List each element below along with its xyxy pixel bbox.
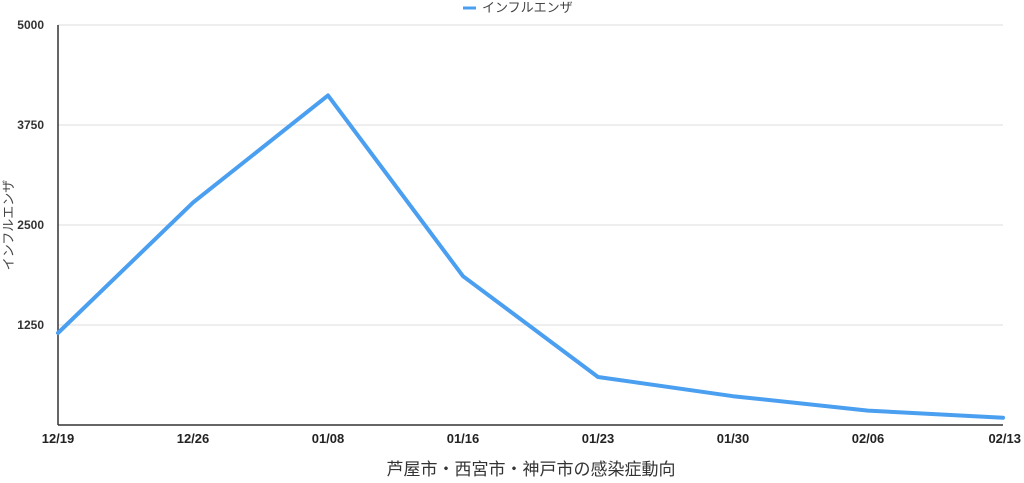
data-point[interactable] (191, 201, 195, 205)
x-tick-label: 01/16 (447, 431, 480, 446)
x-tick-label: 01/30 (717, 431, 750, 446)
x-axis-ticks: 12/19 12/26 01/08 01/16 01/23 01/30 02/06 02/13 (42, 431, 1021, 446)
series-line (56, 93, 1005, 420)
y-axis-ticks: 5000 3750 2500 1250 (17, 18, 44, 332)
x-axis-title: 芦屋市・西宮市・神戸市の感染症動向 (387, 460, 676, 480)
grid-lines (58, 24, 1003, 326)
y-axis-title: インフルエンザ (2, 180, 17, 271)
x-tick-label: 02/13 (988, 431, 1021, 446)
data-point[interactable] (326, 93, 330, 97)
legend-label: インフルエンザ (482, 1, 573, 16)
data-point[interactable] (56, 331, 60, 335)
data-point[interactable] (1001, 416, 1005, 420)
x-tick-label: 01/23 (582, 431, 615, 446)
data-point[interactable] (596, 375, 600, 379)
x-tick-label: 12/19 (42, 431, 75, 446)
y-tick-label: 1250 (17, 318, 44, 332)
y-tick-label: 3750 (17, 118, 44, 132)
series-group (56, 93, 1005, 420)
legend[interactable]: インフルエンザ (463, 1, 573, 16)
x-tick-label: 12/26 (177, 431, 210, 446)
data-point[interactable] (461, 274, 465, 278)
data-point[interactable] (731, 394, 735, 398)
x-tick-label: 02/06 (852, 431, 885, 446)
x-tick-label: 01/08 (312, 431, 345, 446)
y-tick-label: 5000 (17, 18, 44, 32)
y-tick-label: 2500 (17, 218, 44, 232)
data-point[interactable] (866, 409, 870, 413)
